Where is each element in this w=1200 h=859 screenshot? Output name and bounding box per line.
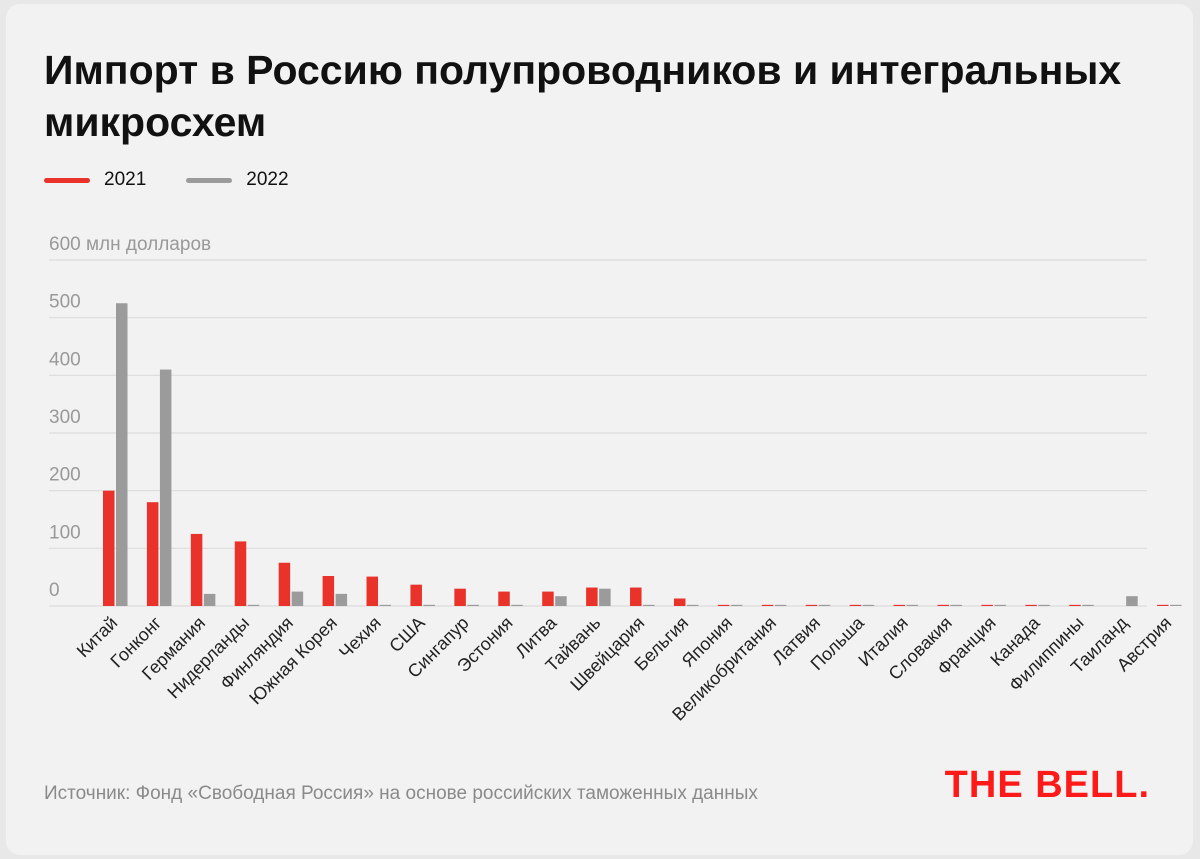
bar-2022 [291,591,304,606]
bar-2021 [586,587,598,606]
y-tick-label: 200 [49,465,81,486]
legend-item-2021: 2021 [44,169,146,191]
chart-card [6,4,1193,855]
bar-2022 [1038,604,1050,606]
bar-2021 [717,604,730,606]
bar-2021 [673,598,686,606]
bar-2022 [555,596,567,606]
bar-2021 [234,541,247,606]
bar-2022 [1082,604,1094,606]
y-tick-label: 300 [49,407,81,428]
bar-2021 [190,533,203,606]
bar-2021 [849,604,862,606]
bar-2021 [322,576,335,606]
legend-swatch-2021 [44,177,90,183]
bar-2022 [116,303,128,606]
y-unit-label: 600 млн долларов [49,234,211,255]
bar-2022 [335,593,348,606]
bar-2022 [862,604,875,606]
bar-2022 [774,604,787,606]
y-tick-label: 100 [49,522,81,543]
brand-logo: THE BELL. [944,764,1150,806]
bar-2021 [410,584,422,606]
bar-2022 [203,593,216,606]
bar-2022 [511,604,523,606]
y-tick-label: 400 [49,349,81,370]
bar-2022 [247,604,260,606]
bar-2022 [818,604,831,606]
bar-2021 [981,604,993,606]
bar-2021 [366,576,379,606]
bar-2022 [730,604,743,606]
bar-2022 [950,604,962,606]
bar-2021 [761,604,774,606]
bar-2021 [1069,604,1081,606]
bar-2022 [1170,604,1182,606]
bar-2021 [103,490,115,606]
legend-swatch-2022 [186,177,233,183]
legend: 2021 2022 [44,168,329,192]
bar-2022 [467,604,479,606]
bar-2022 [599,588,611,606]
bar-2021 [893,604,906,606]
bar-2022 [994,604,1006,606]
legend-label-2021: 2021 [104,169,147,190]
legend-label-2022: 2022 [246,169,289,190]
y-tick-label: 500 [49,292,81,313]
bar-2021 [498,591,510,606]
bar-2022 [423,604,435,606]
bar-2021 [805,604,818,606]
bar-2022 [686,604,699,606]
bar-2021 [630,587,642,606]
bar-2021 [278,562,291,606]
bar-2021 [1157,604,1169,606]
bar-2021 [1025,604,1037,606]
bar-2021 [146,502,159,606]
bar-2021 [454,588,466,606]
x-tick-label: Чехия [335,613,385,663]
bar-2022 [1126,596,1138,606]
bar-2022 [159,369,172,606]
bar-2021 [542,591,554,606]
bar-2022 [379,604,392,606]
source-note: Источник: Фонд «Свободная Россия» на осн… [44,783,758,804]
bar-2022 [906,604,919,606]
legend-item-2022: 2022 [186,169,289,191]
chart-title: Импорт в Россию полупроводников и интегр… [44,47,1122,145]
y-tick-label: 0 [49,580,60,601]
bar-2021 [937,604,949,606]
bar-2022 [643,604,655,606]
